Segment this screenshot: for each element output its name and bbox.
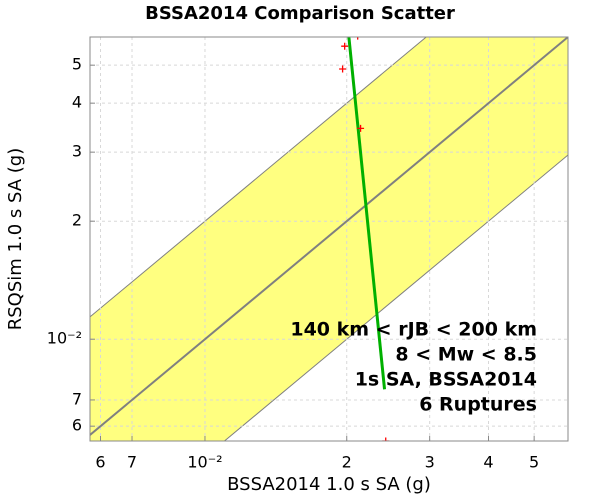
y-tick-label: 3 [72,142,82,161]
x-axis-label: BSSA2014 1.0 s SA (g) [227,474,431,495]
point [339,65,347,73]
x-tick-label: 5 [529,453,539,472]
annotation: 140 km < rJB < 200 km [290,319,537,341]
fit-line [347,37,387,390]
y-tick-label: 5 [72,55,82,74]
y-tick-label: 4 [72,93,82,112]
y-tick-label: 10⁻² [47,329,82,348]
y-tick-label: 6 [72,416,82,435]
point [357,124,365,132]
y-axis-label: RSQSim 1.0 s SA (g) [5,148,26,331]
point [341,42,349,50]
x-tick-label: 2 [342,453,352,472]
x-tick-label: 3 [425,453,435,472]
chart-title: BSSA2014 Comparison Scatter [145,3,455,24]
annotation: 1s SA, BSSA2014 [355,369,537,391]
annotation: 6 Ruptures [419,394,537,416]
y-tick-label: 7 [72,389,82,408]
axes: 6 7 10⁻² 2 3 4 5 6 7 10⁻² 2 3 4 5 140 km < rJB < 200 k… [47,36,569,472]
point [357,37,359,40]
x-tick-label: 10⁻² [187,453,222,472]
y-tick-label: 2 [72,211,82,230]
annotation: 8 < Mw < 8.5 [395,344,537,366]
plot-border [89,36,569,442]
x-tick-label: 4 [483,453,493,472]
x-tick-label: 6 [95,453,105,472]
point [382,437,390,441]
x-tick-label: 7 [127,453,137,472]
